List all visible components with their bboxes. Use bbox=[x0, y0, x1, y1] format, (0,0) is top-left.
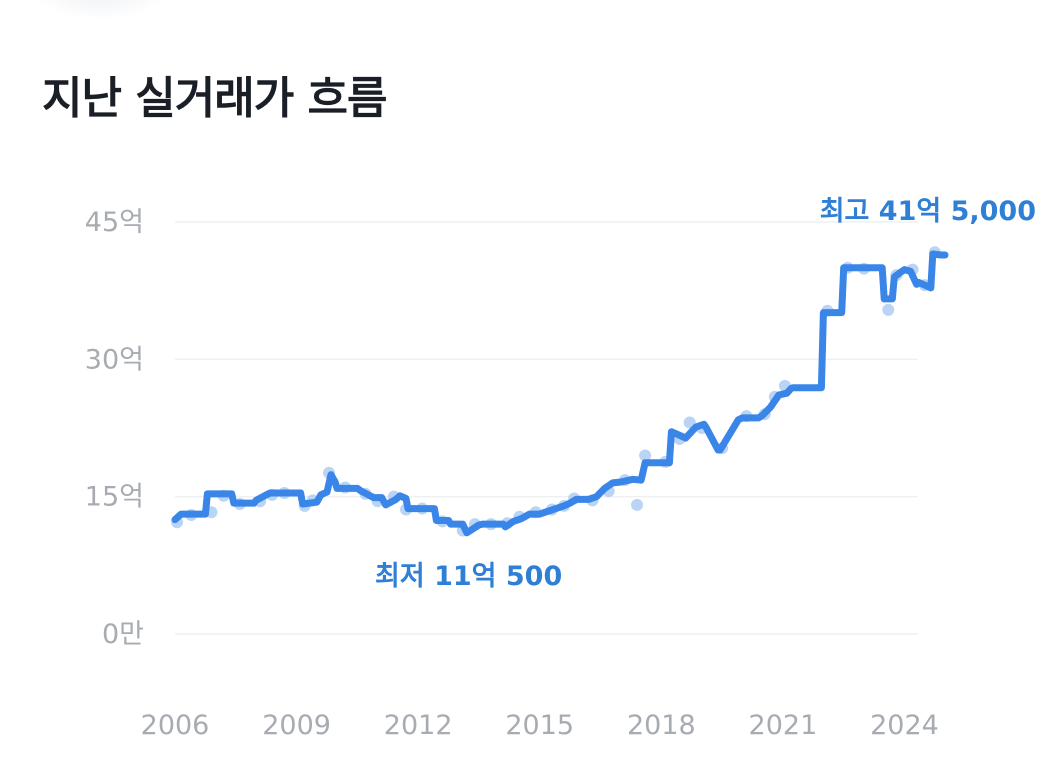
max-price-label: 최고 41억 5,000 bbox=[820, 196, 1036, 227]
x-tick-label-3: 2015 bbox=[505, 710, 574, 741]
transaction-point-30 bbox=[631, 498, 643, 511]
min-price-label: 최저 11억 500 bbox=[375, 561, 562, 592]
page-title: 지난 실거래가 흐름 bbox=[42, 73, 387, 124]
y-tick-label-1: 15억 bbox=[85, 482, 144, 513]
x-tick-label-4: 2018 bbox=[627, 710, 696, 741]
top-decoration bbox=[30, 0, 170, 20]
y-axis-ticks: 0만 15억 30억 45억 bbox=[85, 207, 144, 650]
y-tick-label-3: 45억 bbox=[85, 207, 144, 238]
x-tick-label-6: 2024 bbox=[870, 710, 939, 741]
transaction-point-31 bbox=[639, 449, 652, 462]
y-tick-label-0: 0만 bbox=[102, 619, 144, 650]
x-tick-label-5: 2021 bbox=[749, 710, 818, 741]
x-tick-label-0: 2006 bbox=[141, 710, 210, 741]
y-tick-label-2: 30억 bbox=[85, 344, 144, 375]
x-axis-ticks: 2006 2009 2012 2015 2018 2021 2024 bbox=[141, 710, 939, 741]
annotations: 최고 41억 5,000 최저 11억 500 bbox=[375, 196, 1036, 592]
price-line-0 bbox=[171, 250, 949, 537]
x-tick-label-1: 2009 bbox=[262, 710, 331, 741]
x-tick-label-2: 2012 bbox=[384, 710, 453, 741]
price-line-group bbox=[171, 250, 949, 537]
transaction-point-44 bbox=[882, 303, 895, 316]
